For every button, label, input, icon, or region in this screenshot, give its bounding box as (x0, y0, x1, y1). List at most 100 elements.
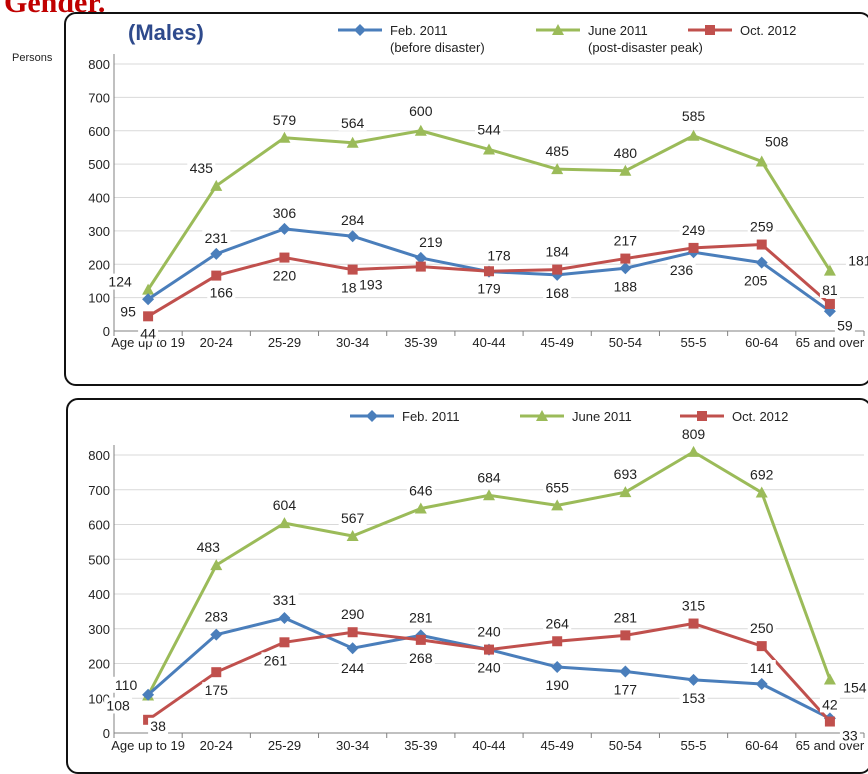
data-label-bg (207, 284, 236, 301)
data-label-june: 480 (614, 145, 638, 161)
legend-swatch-marker (552, 24, 564, 35)
y-tick-label: 700 (88, 483, 110, 498)
data-point-oct (347, 627, 358, 638)
data-label-bg (543, 479, 572, 496)
data-label-feb: 244 (341, 660, 365, 676)
data-point-feb (619, 262, 632, 275)
data-label-bg (475, 280, 503, 297)
data-label-oct: 268 (409, 650, 433, 666)
data-label-oct: 281 (614, 609, 638, 625)
data-label-june: 564 (341, 115, 365, 131)
data-point-feb (210, 628, 223, 641)
x-tick-label: 30-34 (336, 335, 369, 350)
data-label-bg (679, 689, 708, 706)
data-point-june (483, 489, 495, 501)
data-point-oct (347, 264, 358, 275)
males-chart-panel: (Males) 0 100 200 300 400 500 600 700 800 Age up … (64, 12, 868, 386)
y-tick-label: 400 (88, 587, 110, 602)
data-label-bg (112, 676, 141, 693)
data-label-oct: 217 (614, 233, 638, 249)
legend-label: June 2011 (588, 23, 648, 38)
data-point-oct (824, 298, 835, 309)
data-point-oct (484, 644, 494, 655)
data-label-june: 154 (843, 679, 867, 695)
data-point-oct (620, 253, 631, 264)
data-label-bg (187, 159, 216, 176)
data-point-june (551, 163, 564, 175)
data-label-oct: 193 (359, 277, 383, 293)
data-label-feb: 59 (837, 317, 853, 333)
y-tick-label: 0 (103, 726, 110, 741)
x-tick-label: 45-49 (541, 335, 574, 350)
data-label-feb: 306 (273, 205, 297, 221)
x-tick-label: 30-34 (336, 738, 369, 753)
legend-item-june: June 2011 (post-disaster peak) (536, 23, 703, 55)
second-chart-panel: 0 100 200 300 400 500 600 700 800 Age up to 19 20-… (66, 398, 868, 774)
data-label-bg (819, 696, 840, 713)
data-label-feb: 236 (670, 262, 694, 278)
data-point-oct (143, 311, 154, 322)
data-label-bg (270, 591, 299, 608)
y-tick-label: 700 (88, 90, 110, 105)
data-point-june (142, 283, 155, 295)
data-label-bg (406, 649, 435, 666)
data-point-feb (619, 665, 632, 678)
data-point-oct (756, 239, 767, 250)
data-label-bg (338, 606, 367, 623)
data-label-bg (270, 497, 299, 514)
data-point-feb (755, 678, 768, 691)
data-point-feb (278, 611, 291, 624)
data-label-bg (543, 284, 572, 301)
data-label-june: 483 (197, 539, 221, 555)
legend-swatch-marker (705, 25, 715, 35)
x-tick-label: 25-29 (268, 335, 301, 350)
data-label-bg (611, 466, 640, 483)
data-label-bg (356, 276, 385, 293)
data-label-bg (270, 111, 299, 128)
data-label-oct: 166 (210, 285, 234, 301)
data-label-bg (834, 317, 855, 334)
legend-label: Feb. 2011 (390, 23, 448, 38)
data-label-bg (406, 609, 435, 626)
data-label-bg (679, 221, 708, 238)
data-label-bg (839, 727, 860, 744)
data-point-feb (551, 660, 564, 673)
legend-swatch-marker (536, 410, 548, 421)
data-label-june: 544 (477, 121, 501, 137)
x-tick-label: 60-64 (745, 738, 778, 753)
x-tick-label: 40-44 (472, 738, 505, 753)
data-label-bg (104, 697, 133, 714)
data-point-feb (346, 642, 359, 655)
data-label-bg (475, 623, 503, 640)
x-tick-label: Age up to 19 (111, 738, 185, 753)
x-tick-label: 50-54 (609, 738, 642, 753)
data-point-june (346, 529, 359, 541)
chart-title-males: (Males) (128, 20, 204, 45)
legend-swatch-marker (354, 24, 366, 36)
data-label-oct: 33 (842, 728, 858, 744)
data-label-feb: 153 (682, 690, 706, 706)
data-label-bg (543, 615, 572, 632)
y-tick-label: 100 (88, 291, 110, 306)
data-point-oct (552, 264, 563, 275)
data-point-june (346, 136, 359, 148)
data-point-june (278, 517, 291, 529)
x-tick-label: 45-49 (541, 738, 574, 753)
data-point-oct (211, 270, 222, 281)
data-point-june (414, 502, 427, 514)
data-label-bg (106, 273, 135, 290)
data-point-oct (415, 634, 426, 645)
data-point-oct (279, 637, 290, 648)
data-label-feb: 110 (115, 677, 138, 693)
data-label-bg (338, 660, 367, 677)
data-label-bg (679, 597, 708, 614)
y-tick-label: 200 (88, 657, 110, 672)
data-point-oct (688, 618, 699, 629)
data-label-june: 435 (190, 160, 214, 176)
data-point-june (414, 124, 427, 136)
data-label-feb: 240 (477, 624, 501, 640)
data-point-oct (415, 261, 426, 272)
data-label-feb: 219 (419, 234, 443, 250)
data-label-oct: 249 (682, 222, 706, 238)
